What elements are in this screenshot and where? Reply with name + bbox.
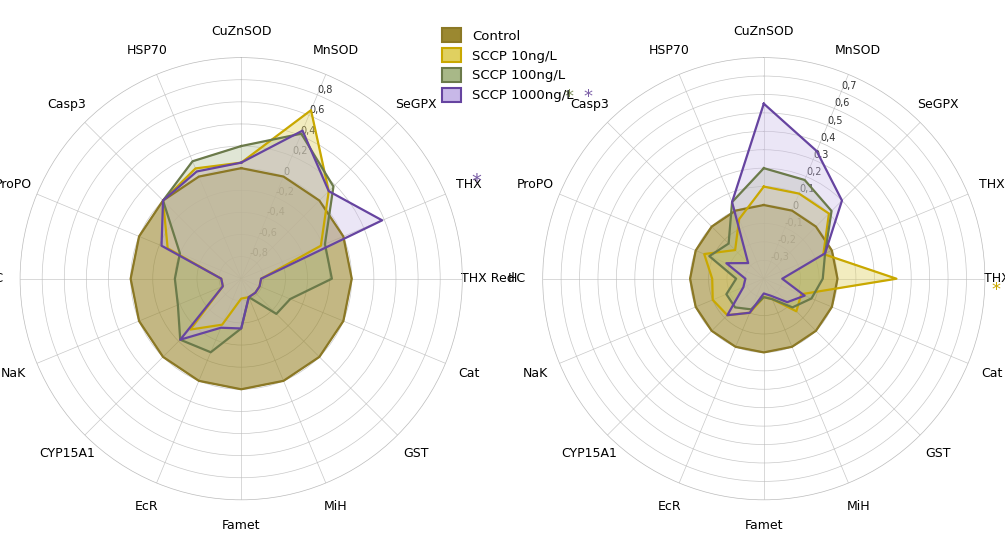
Legend: Control, SCCP 10ng/L, SCCP 100ng/L, SCCP 1000ng/L: Control, SCCP 10ng/L, SCCP 100ng/L, SCCP… bbox=[441, 28, 574, 102]
Text: *: * bbox=[992, 281, 1001, 299]
Polygon shape bbox=[163, 133, 334, 352]
Polygon shape bbox=[705, 187, 896, 315]
Text: *: * bbox=[584, 88, 593, 106]
Polygon shape bbox=[163, 110, 329, 330]
Polygon shape bbox=[162, 131, 382, 340]
Text: *: * bbox=[564, 88, 573, 106]
Polygon shape bbox=[710, 168, 831, 309]
Polygon shape bbox=[131, 168, 352, 389]
Polygon shape bbox=[727, 103, 842, 315]
Text: *: * bbox=[471, 173, 481, 191]
Polygon shape bbox=[690, 205, 837, 353]
